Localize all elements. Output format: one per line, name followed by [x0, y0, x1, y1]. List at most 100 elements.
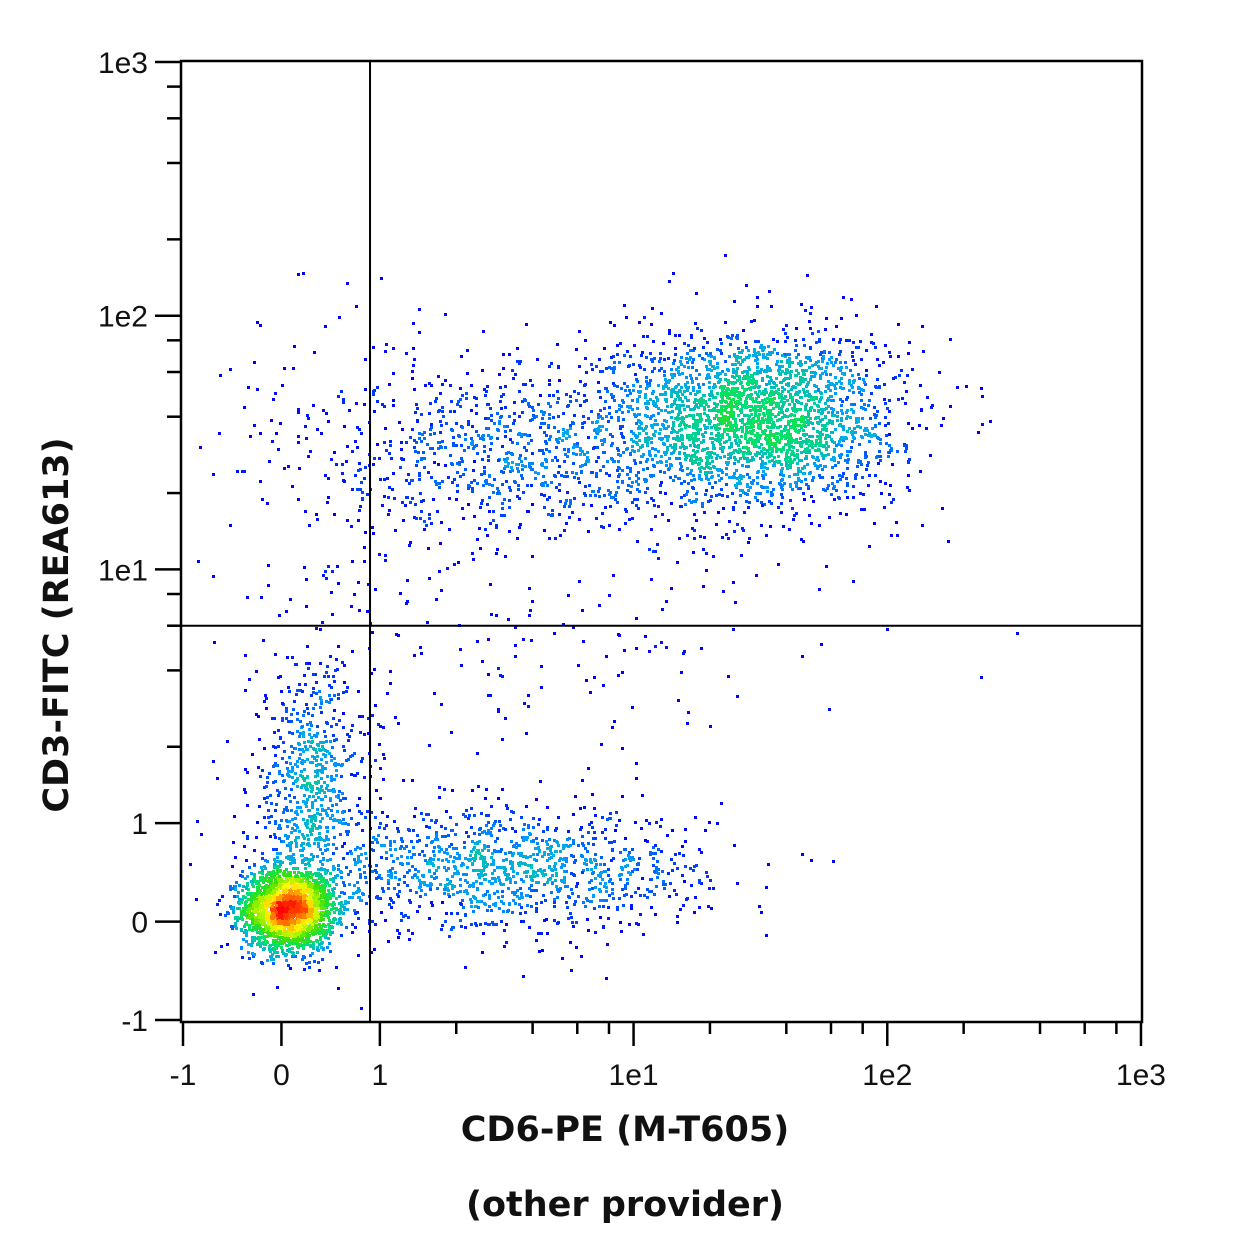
data-point: [823, 351, 826, 354]
data-point: [698, 848, 701, 851]
data-point: [689, 867, 692, 870]
data-point: [251, 753, 254, 756]
data-point: [291, 776, 294, 779]
data-point: [572, 873, 575, 876]
data-point: [314, 673, 317, 676]
data-point: [765, 534, 768, 537]
data-point: [290, 903, 293, 906]
data-point: [357, 887, 360, 890]
data-point: [299, 753, 302, 756]
data-point: [301, 748, 304, 751]
data-point: [376, 895, 379, 898]
data-point: [459, 884, 462, 887]
data-point: [305, 785, 308, 788]
data-point: [465, 889, 468, 892]
data-point: [305, 907, 308, 910]
data-point: [311, 858, 314, 861]
data-point: [830, 407, 833, 410]
data-point: [320, 702, 323, 705]
data-point: [585, 897, 588, 900]
data-point: [308, 864, 311, 867]
data-point: [285, 717, 288, 720]
data-point: [328, 701, 331, 704]
data-point: [297, 896, 300, 899]
data-point: [554, 868, 557, 871]
data-point: [322, 923, 325, 926]
data-point: [236, 919, 239, 922]
data-point: [715, 434, 718, 437]
data-point: [624, 865, 627, 868]
data-point: [693, 865, 696, 868]
data-point: [315, 782, 318, 785]
data-point: [274, 878, 277, 881]
data-point: [356, 846, 359, 849]
data-point: [282, 897, 285, 900]
data-point: [631, 399, 634, 402]
data-point: [601, 816, 604, 819]
data-point: [418, 879, 421, 882]
data-point: [698, 879, 701, 882]
data-point: [302, 900, 305, 903]
data-point: [512, 870, 515, 873]
data-point: [618, 897, 621, 900]
data-point: [592, 871, 595, 874]
data-point: [276, 867, 279, 870]
data-point: [423, 883, 426, 886]
data-point: [663, 451, 666, 454]
data-point: [545, 448, 548, 451]
data-point: [236, 895, 239, 898]
data-point: [360, 760, 363, 763]
data-point: [675, 457, 678, 460]
data-point: [294, 839, 297, 842]
data-point: [295, 811, 298, 814]
data-point: [709, 363, 712, 366]
data-point: [797, 477, 800, 480]
data-point: [236, 916, 239, 919]
data-point: [272, 941, 275, 944]
data-point: [343, 749, 346, 752]
data-point: [364, 816, 367, 819]
data-point: [588, 823, 591, 826]
data-point: [708, 419, 711, 422]
data-point: [288, 756, 291, 759]
data-point: [285, 856, 288, 859]
data-point: [807, 423, 810, 426]
data-point: [735, 469, 738, 472]
data-point: [273, 863, 276, 866]
data-point: [863, 403, 866, 406]
data-point: [603, 863, 606, 866]
data-point: [825, 317, 828, 320]
data-point: [678, 373, 681, 376]
data-point: [684, 396, 687, 399]
data-point: [807, 410, 810, 413]
data-point: [459, 919, 462, 922]
data-point: [524, 855, 527, 858]
data-point: [699, 470, 702, 473]
data-point: [375, 871, 378, 874]
data-point: [374, 816, 377, 819]
data-point: [291, 951, 294, 954]
data-point: [291, 818, 294, 821]
data-point: [562, 847, 565, 850]
data-point: [316, 946, 319, 949]
data-point: [293, 829, 296, 832]
data-point: [921, 524, 924, 527]
data-point: [290, 831, 293, 834]
data-point: [326, 869, 329, 872]
data-point: [874, 425, 877, 428]
data-point: [362, 844, 365, 847]
data-point: [786, 434, 789, 437]
data-point: [298, 830, 301, 833]
data-point: [220, 945, 223, 948]
data-point: [860, 463, 863, 466]
data-point: [262, 941, 265, 944]
data-point: [679, 462, 682, 465]
data-point: [281, 906, 284, 909]
data-point: [327, 843, 330, 846]
data-point: [283, 923, 286, 926]
data-point: [516, 872, 519, 875]
data-point: [276, 923, 279, 926]
data-point: [234, 888, 237, 891]
data-point: [896, 450, 899, 453]
data-point: [552, 854, 555, 857]
